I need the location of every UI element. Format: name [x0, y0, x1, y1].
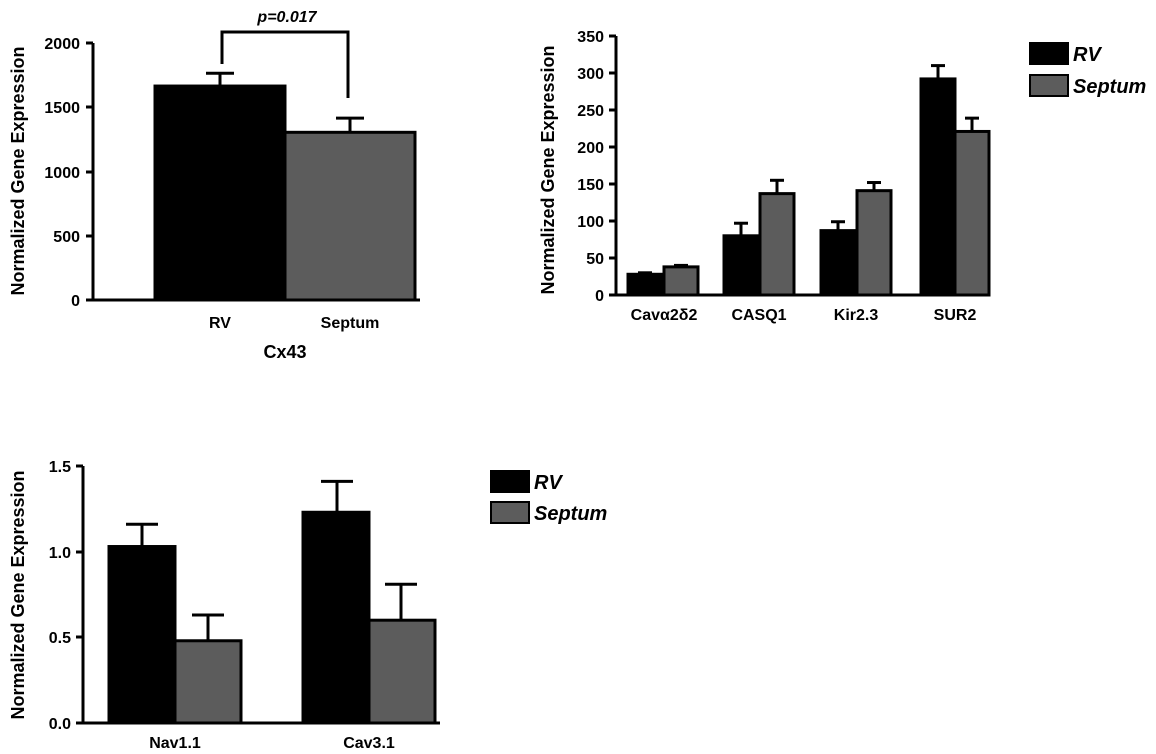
cx43-error-bar-rv	[206, 71, 234, 87]
cx43-bar-rv	[153, 84, 287, 302]
channels-bar-septum-kir2-3	[855, 189, 893, 297]
navcav-error-bar-septum-1	[192, 613, 224, 641]
navcav-y-tick-labels: 0.0 0.5 1.0 1.5	[49, 459, 71, 733]
navcav-legend: RV Septum	[490, 470, 607, 525]
navcav-error-bar-septum-2	[385, 582, 417, 621]
cx43-error-bar-septum	[336, 116, 364, 133]
significance-bracket	[220, 30, 350, 98]
legend-swatch-septum	[1029, 74, 1069, 97]
cx43-y-tick-label: 1500	[44, 100, 80, 117]
cx43-y-tick-label: 500	[53, 229, 80, 246]
channels-y-tick-label: 150	[577, 177, 604, 194]
navcav-category-label: Cav3.1	[343, 735, 395, 752]
cx43-y-tick-label: 1000	[44, 165, 80, 182]
channels-y-tick-label: 100	[577, 214, 604, 231]
chart-channels: 0 50 100 150 200 250 300 350 Normalized …	[538, 29, 1146, 324]
channels-y-tick-label: 350	[577, 29, 604, 46]
legend-swatch-rv	[490, 470, 530, 493]
navcav-bar-rv-nav1-1	[107, 545, 177, 725]
cx43-y-tick-label: 0	[71, 293, 80, 310]
channels-error-bar-septum-4	[965, 116, 979, 132]
channels-bar-septum-casq1	[758, 192, 796, 297]
navcav-y-tick-label: 1.5	[49, 459, 71, 476]
legend-swatch-septum	[490, 501, 530, 524]
cx43-x-axis-title: Cx43	[263, 342, 306, 362]
chart-nav-cav: 0.0 0.5 1.0 1.5 Normalized Gene Expressi…	[8, 459, 607, 752]
legend-swatch-rv	[1029, 42, 1069, 65]
navcav-error-bar-rv-2	[321, 479, 353, 513]
legend-label-septum: Septum	[534, 503, 607, 525]
navcav-error-bar-rv-1	[126, 522, 158, 547]
channels-category-label: CASQ1	[731, 307, 786, 324]
cx43-category-label: Septum	[321, 315, 380, 332]
channels-category-label: Kir2.3	[834, 307, 879, 324]
channels-category-label: SUR2	[934, 307, 977, 324]
navcav-bar-septum-nav1-1	[173, 639, 243, 725]
navcav-category-label: Nav1.1	[149, 735, 201, 752]
legend-label-rv: RV	[1073, 44, 1102, 66]
navcav-y-axis-title: Normalized Gene Expression	[8, 470, 28, 719]
navcav-y-tick-label: 0.5	[49, 630, 71, 647]
channels-bar-rv-sur2	[919, 77, 957, 297]
channels-error-bar-rv-2	[734, 221, 748, 236]
navcav-bar-rv-cav3-1	[301, 510, 371, 725]
channels-bar-rv-cavalpha2delta2	[626, 272, 664, 297]
channels-bar-rv-casq1	[722, 234, 760, 297]
channels-bar-septum-sur2	[953, 129, 991, 297]
chart-cx43: 0 500 1000 1500 2000 Normalized Gene Exp…	[8, 9, 420, 362]
cx43-y-tick-labels: 0 500 1000 1500 2000	[44, 36, 80, 310]
cx43-category-label: RV	[209, 315, 231, 332]
legend-label-rv: RV	[534, 472, 563, 494]
channels-legend: RV Septum	[1029, 42, 1146, 98]
cx43-y-axis-title: Normalized Gene Expression	[8, 46, 28, 295]
navcav-y-axis	[76, 464, 85, 725]
channels-y-tick-label: 300	[577, 66, 604, 83]
channels-y-axis	[609, 34, 618, 297]
channels-y-tick-label: 50	[586, 251, 604, 268]
cx43-y-tick-label: 2000	[44, 36, 80, 53]
channels-y-tick-label: 0	[595, 288, 604, 305]
legend-label-septum: Septum	[1073, 76, 1146, 98]
channels-category-label: Cavα2δ2	[631, 307, 698, 324]
navcav-bar-septum-cav3-1	[367, 618, 437, 725]
cx43-bar-septum	[283, 130, 417, 302]
channels-error-bar-septum-2	[770, 178, 784, 194]
channels-y-axis-title: Normalized Gene Expression	[538, 45, 558, 294]
channels-y-tick-labels: 0 50 100 150 200 250 300 350	[577, 29, 604, 305]
channels-bar-rv-kir2-3	[819, 229, 857, 297]
p-value-annotation: p=0.017	[256, 9, 317, 26]
navcav-y-tick-label: 0.0	[49, 716, 71, 733]
channels-y-tick-label: 250	[577, 103, 604, 120]
navcav-y-tick-label: 1.0	[49, 545, 71, 562]
channels-error-bar-rv-4	[931, 64, 945, 79]
cx43-y-axis	[86, 41, 95, 302]
channels-bar-septum-cavalpha2delta2	[662, 265, 700, 297]
channels-y-tick-label: 200	[577, 140, 604, 157]
